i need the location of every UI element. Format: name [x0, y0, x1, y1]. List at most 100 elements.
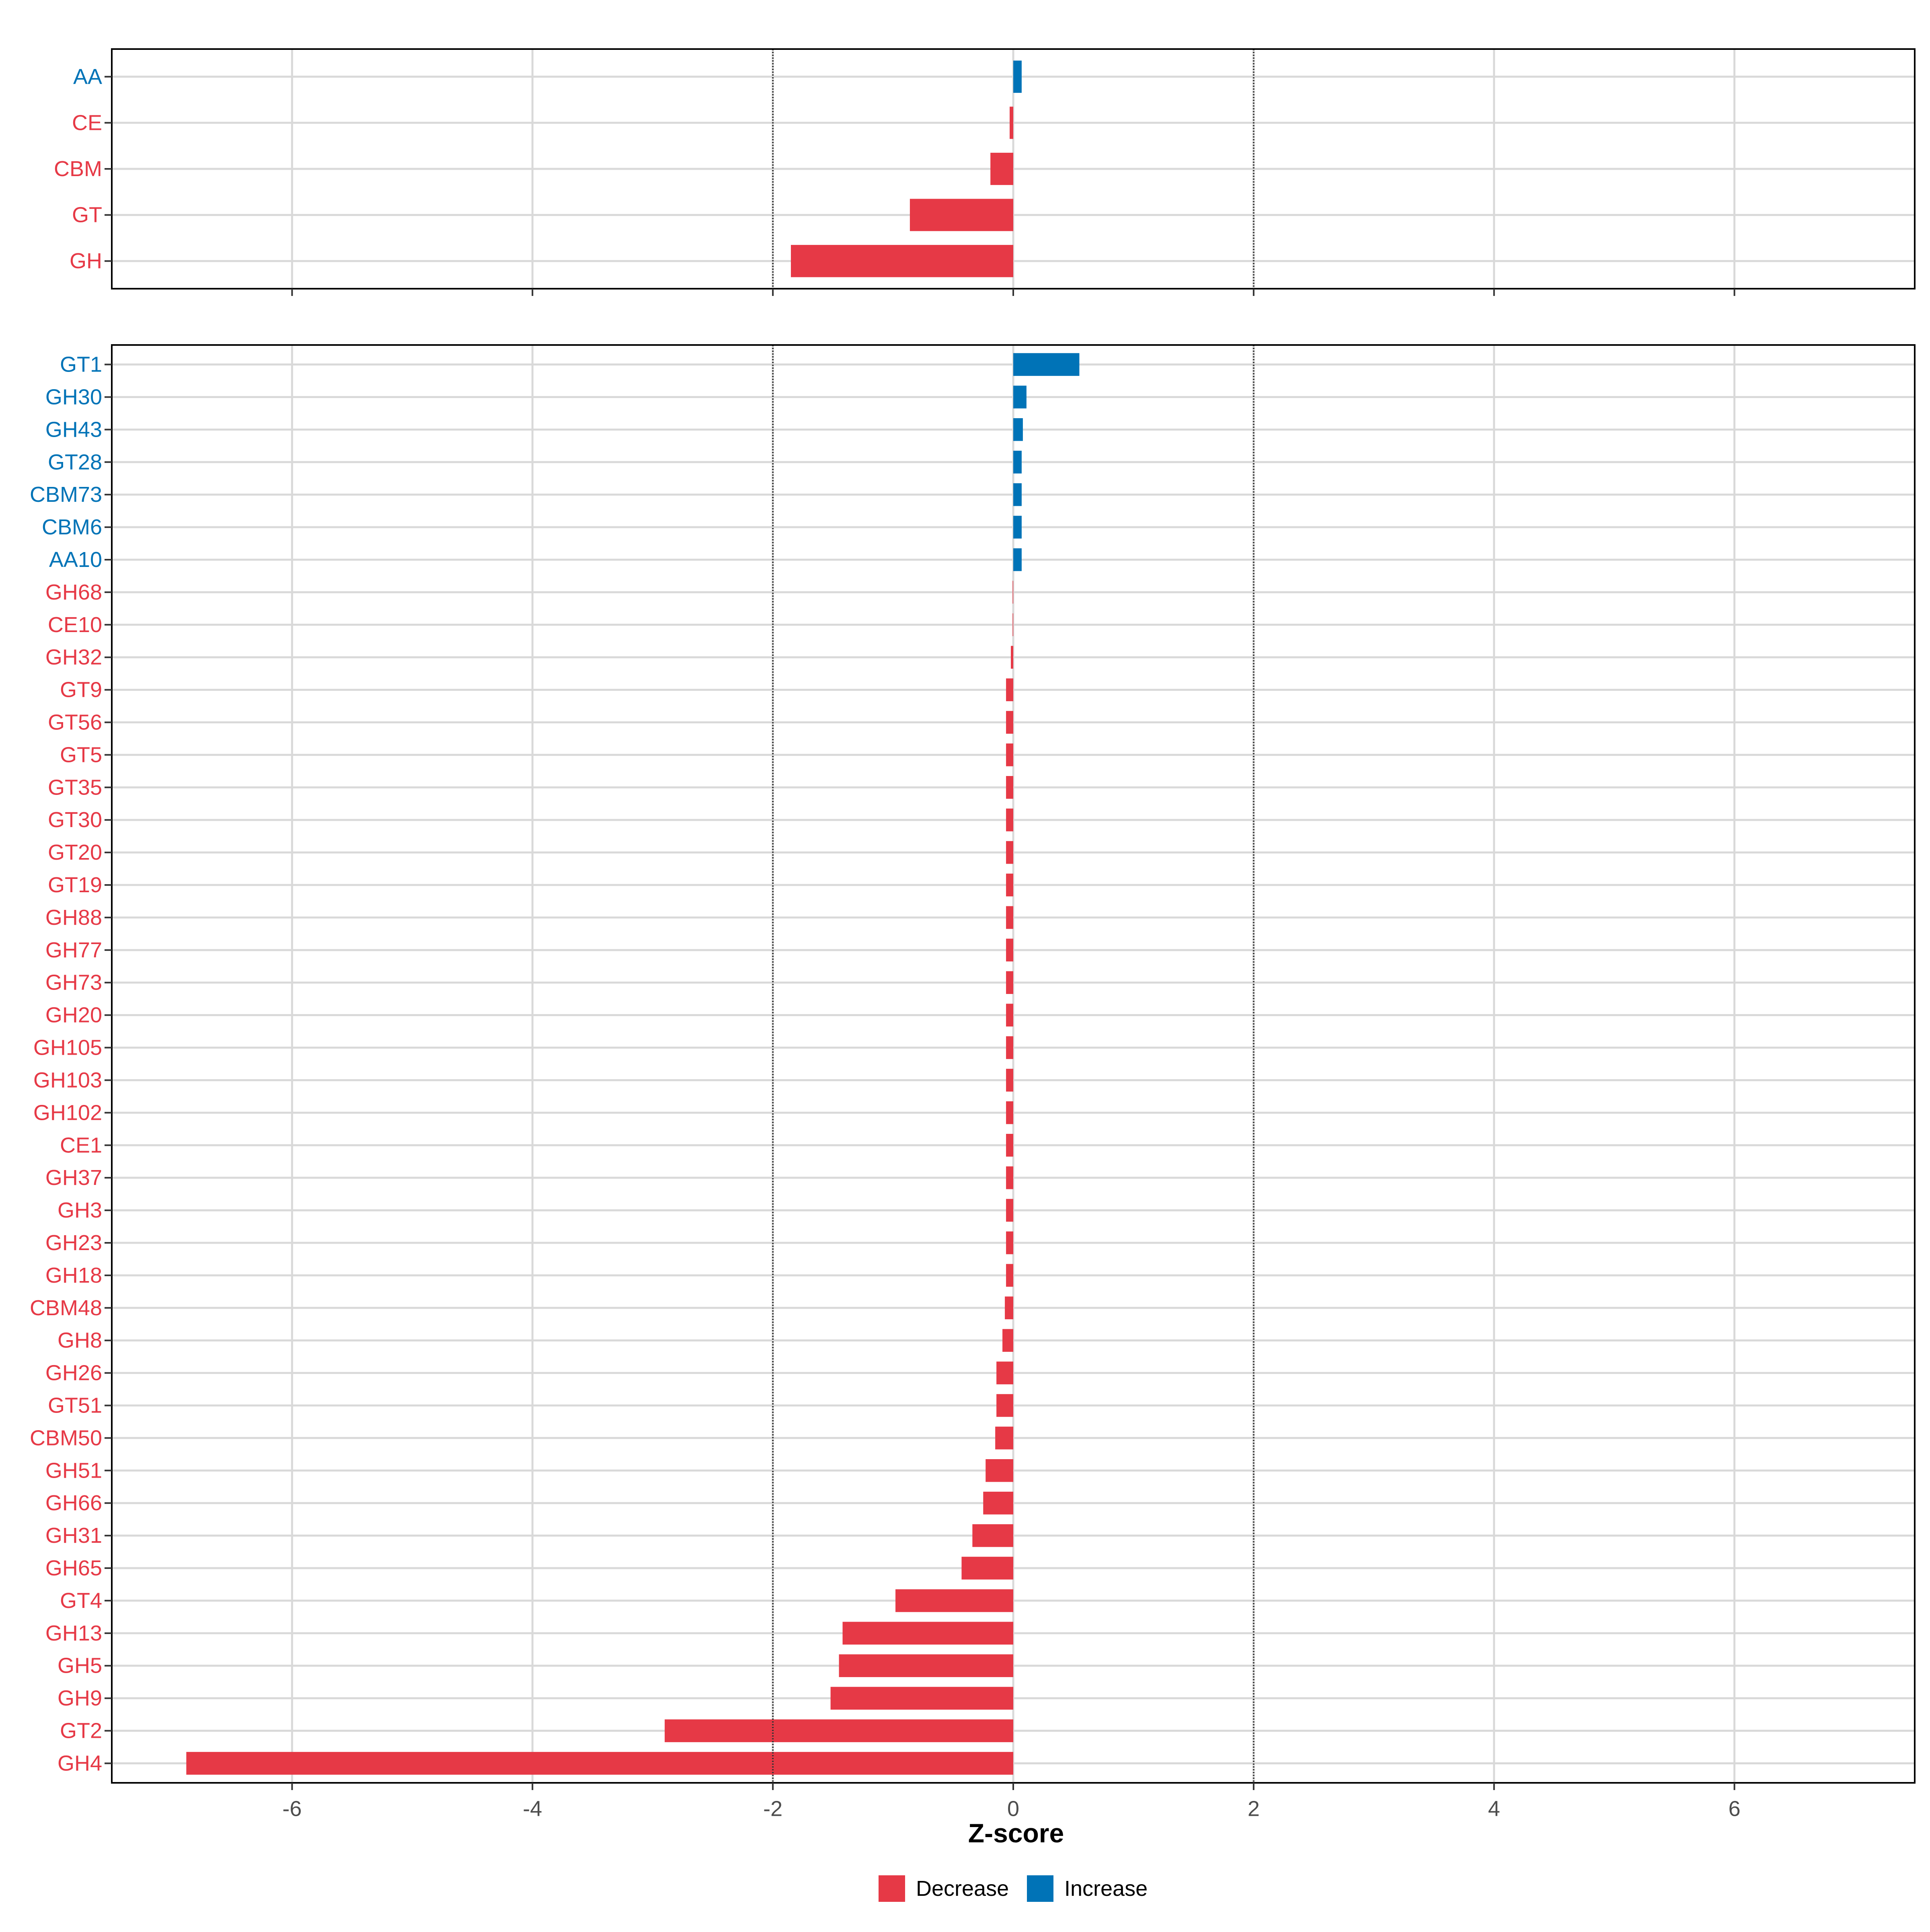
bar-ce — [1010, 107, 1013, 139]
bar-gt1 — [1013, 353, 1080, 376]
bar-gt35 — [1006, 776, 1013, 799]
y-tick-label-gh18: GH18 — [45, 1263, 102, 1287]
legend: Decrease Increase — [879, 1875, 1148, 1902]
bar-gh73 — [1006, 971, 1013, 994]
bar-gh — [790, 245, 1013, 277]
bar-gh32 — [1011, 646, 1013, 669]
top-panel: AA CE CBM GT GH — [54, 48, 1916, 296]
x-tick-label: 4 — [1488, 1796, 1500, 1821]
y-tick-label-gh5: GH5 — [57, 1654, 102, 1678]
y-tick-label-gt9: GT9 — [60, 678, 102, 702]
y-tick-label-gh20: GH20 — [45, 1003, 102, 1027]
y-tick-label-gt30: GT30 — [48, 808, 102, 832]
y-tick-label-gt56: GT56 — [48, 710, 102, 734]
y-tick-label-gt35: GT35 — [48, 775, 102, 799]
x-tick-label: 0 — [1007, 1796, 1019, 1821]
y-tick-label-aa10: AA10 — [49, 548, 102, 572]
y-tick-label-gh66: GH66 — [45, 1491, 102, 1515]
y-tick-label-gh31: GH31 — [45, 1523, 102, 1548]
bar-gt56 — [1006, 711, 1013, 734]
bar-gh9 — [830, 1687, 1013, 1710]
y-tick-label-gh103: GH103 — [33, 1068, 102, 1092]
y-tick-label-gh37: GH37 — [45, 1166, 102, 1190]
bar-gh23 — [1006, 1231, 1013, 1254]
x-tick-label: -6 — [282, 1796, 302, 1821]
y-tick-label-cbm6: CBM6 — [42, 515, 102, 539]
bar-gt2 — [665, 1719, 1013, 1742]
bar-gh102 — [1006, 1101, 1013, 1124]
bar-aa10 — [1013, 548, 1022, 571]
bar-cbm73 — [1013, 483, 1022, 506]
bar-cbm — [990, 152, 1013, 185]
legend-label-increase: Increase — [1064, 1877, 1148, 1901]
bar-gh51 — [986, 1459, 1013, 1482]
y-tick-label-gh105: GH105 — [33, 1036, 102, 1060]
y-tick-label-gh65: GH65 — [45, 1556, 102, 1580]
y-tick-label-gh43: GH43 — [45, 417, 102, 441]
y-tick-label-cbm48: CBM48 — [30, 1296, 102, 1320]
y-tick-label-gh4: GH4 — [57, 1751, 102, 1775]
y-tick-label-gh68: GH68 — [45, 580, 102, 604]
legend-label-decrease: Decrease — [916, 1877, 1009, 1901]
y-tick-label-gt20: GT20 — [48, 840, 102, 864]
bar-gh103 — [1006, 1069, 1013, 1092]
y-tick-label-gt: GT — [72, 203, 102, 227]
bar-gh4 — [186, 1752, 1014, 1775]
x-tick-label: 2 — [1248, 1796, 1260, 1821]
y-tick-label-ce1: CE1 — [60, 1133, 102, 1157]
x-axis-label: Z-score — [968, 1818, 1064, 1848]
y-tick-label-gh3: GH3 — [57, 1198, 102, 1222]
y-tick-label-gt5: GT5 — [60, 743, 102, 767]
y-tick-label-gt2: GT2 — [60, 1719, 102, 1743]
bar-gt19 — [1006, 873, 1013, 897]
bar-gt51 — [996, 1394, 1013, 1417]
bar-gh88 — [1006, 906, 1013, 929]
y-tick-label-gh13: GH13 — [45, 1621, 102, 1645]
bar-gh13 — [842, 1622, 1013, 1645]
bar-gh26 — [996, 1361, 1013, 1384]
x-axis: -6 -4 -2 0 2 4 6 — [282, 1796, 1740, 1821]
y-tick-label-gt1: GT1 — [60, 353, 102, 377]
bar-ce1 — [1006, 1133, 1013, 1157]
bar-gh43 — [1013, 418, 1023, 441]
y-tick-label-gh9: GH9 — [57, 1686, 102, 1710]
bar-aa — [1013, 60, 1022, 93]
x-tick-label: -4 — [523, 1796, 542, 1821]
y-tick-label-ce10: CE10 — [48, 613, 102, 637]
bar-gh37 — [1006, 1166, 1013, 1189]
bar-gh30 — [1013, 386, 1027, 409]
y-tick-label-gh30: GH30 — [45, 385, 102, 409]
bar-gh65 — [961, 1556, 1013, 1580]
legend-key-increase — [1027, 1875, 1053, 1902]
bar-cbm6 — [1013, 515, 1022, 539]
bar-cbm48 — [1005, 1296, 1013, 1320]
y-tick-label-gh51: GH51 — [45, 1458, 102, 1482]
bar-gt — [910, 199, 1013, 231]
y-tick-label-gh77: GH77 — [45, 938, 102, 962]
y-tick-label-gh8: GH8 — [57, 1328, 102, 1353]
x-tick-label: -2 — [763, 1796, 782, 1821]
y-tick-label-gt51: GT51 — [48, 1394, 102, 1418]
y-tick-label-gt28: GT28 — [48, 450, 102, 474]
y-tick-label-aa: AA — [73, 65, 102, 89]
y-tick-label-gh102: GH102 — [33, 1100, 102, 1125]
y-tick-label-gh23: GH23 — [45, 1231, 102, 1255]
bar-gh3 — [1006, 1199, 1013, 1222]
bar-gt4 — [895, 1589, 1013, 1612]
y-tick-label-gh26: GH26 — [45, 1361, 102, 1385]
bar-gt28 — [1013, 450, 1022, 474]
bar-cbm50 — [995, 1427, 1013, 1450]
bar-gt5 — [1006, 743, 1013, 766]
y-tick-label-ce: CE — [72, 111, 102, 135]
bar-gh31 — [972, 1524, 1013, 1547]
y-tick-label-gh: GH — [70, 249, 102, 273]
bar-gt20 — [1006, 841, 1013, 864]
y-tick-label-gh32: GH32 — [45, 645, 102, 669]
bar-gh5 — [839, 1654, 1013, 1677]
y-tick-label-cbm73: CBM73 — [30, 482, 102, 507]
bar-gh77 — [1006, 938, 1013, 962]
y-tick-label-cbm50: CBM50 — [30, 1426, 102, 1450]
legend-key-decrease — [879, 1875, 905, 1902]
x-tick-label: 6 — [1729, 1796, 1741, 1821]
